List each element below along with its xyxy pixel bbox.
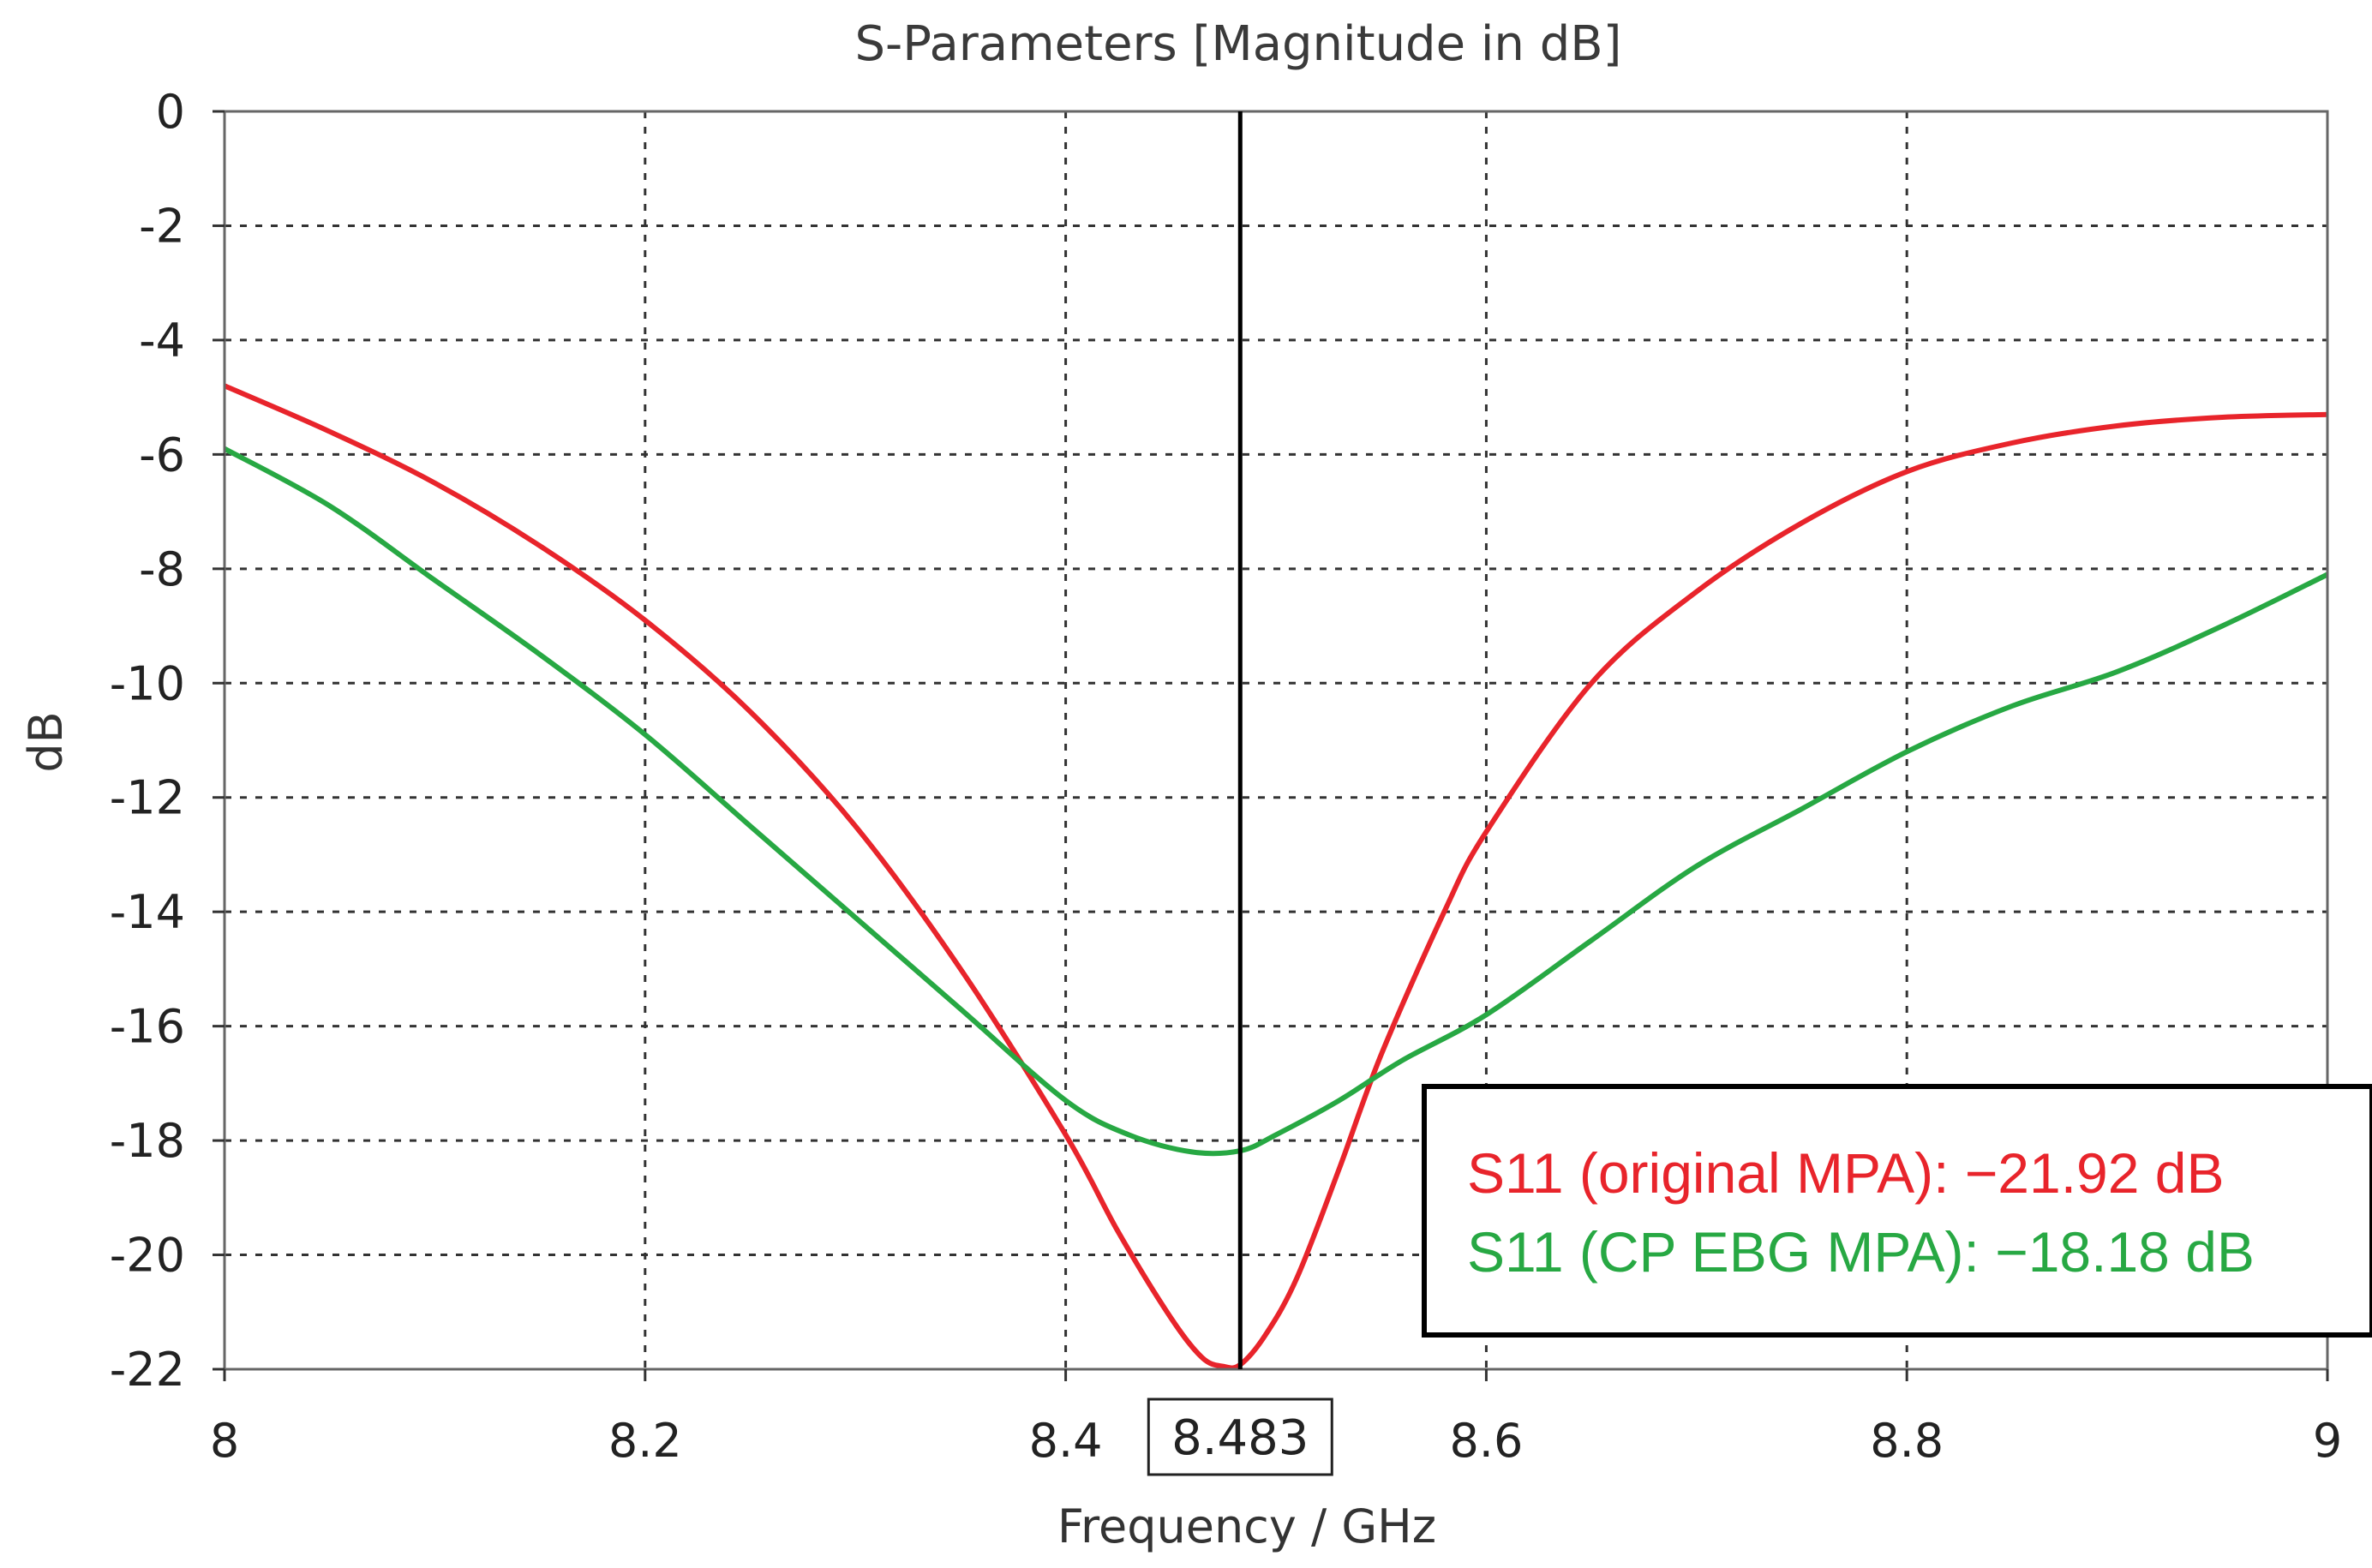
x-axis-label: Frequency / GHz [1057, 1499, 1436, 1553]
x-tick-label: 8.6 [1449, 1414, 1523, 1468]
y-tick-label: -12 [110, 771, 185, 825]
y-tick-label: -2 [139, 199, 185, 253]
x-tick-label: 8.4 [1029, 1414, 1103, 1468]
series-lines [223, 383, 2329, 1371]
x-tick-label: 8 [210, 1414, 239, 1468]
y-tick-label: -18 [110, 1114, 185, 1168]
y-tick-label: -22 [110, 1343, 185, 1397]
x-axis-ticks: 8 8.2 8.4 8.6 8.8 9 [210, 1369, 2342, 1468]
chart-title: S-Parameters [Magnitude in dB] [854, 16, 1621, 72]
marker-label-text: 8.483 [1171, 1410, 1309, 1466]
frequency-marker-label[interactable]: 8.483 [1147, 1397, 1333, 1476]
y-tick-label: -20 [110, 1229, 185, 1283]
y-tick-label: -10 [110, 656, 185, 710]
y-axis-ticks: 0 -2 -4 -6 -8 -10 -12 -14 -16 -18 -20 -22 [110, 85, 225, 1397]
y-tick-label: -8 [139, 542, 185, 596]
marker-label-box [1147, 1397, 1333, 1476]
plot-frame [223, 110, 2329, 1371]
series-line-s11-original-mpa [223, 383, 2328, 1371]
y-tick-label: -16 [110, 1000, 185, 1054]
x-tick-label: 8.8 [1870, 1414, 1944, 1468]
y-tick-label: -4 [139, 314, 185, 368]
legend-entry-cp-ebg-mpa: S11 (CP EBG MPA): −18.18 dB [1467, 1220, 2255, 1284]
y-tick-label: 0 [156, 85, 185, 139]
series-line-s11-cp-ebg-mpa [223, 446, 2329, 1157]
legend-entry-original-mpa: S11 (original MPA): −21.92 dB [1467, 1141, 2225, 1205]
legend: S11 (original MPA): −21.92 dB S11 (CP EB… [1422, 1084, 2372, 1338]
legend-box [1422, 1084, 2372, 1338]
grid [225, 111, 2327, 1369]
y-tick-label: -6 [139, 428, 185, 482]
y-tick-label: -14 [110, 885, 185, 939]
x-tick-label: 8.2 [608, 1414, 682, 1468]
x-tick-label: 9 [2313, 1414, 2342, 1468]
y-axis-label: dB [19, 711, 73, 772]
